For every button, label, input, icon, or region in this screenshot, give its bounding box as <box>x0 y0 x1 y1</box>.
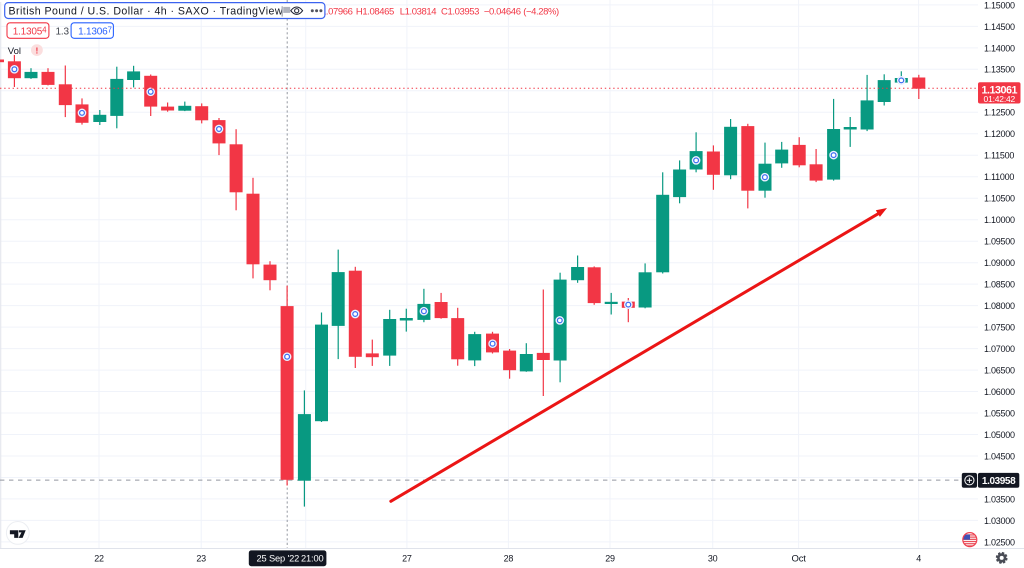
svg-text:21:00: 21:00 <box>301 554 324 564</box>
svg-text:1.05500: 1.05500 <box>984 408 1015 418</box>
svg-text:1.14500: 1.14500 <box>984 22 1015 32</box>
svg-text:23: 23 <box>196 554 206 564</box>
svg-text:1.03000: 1.03000 <box>984 516 1015 526</box>
svg-text:25 Sep '22: 25 Sep '22 <box>257 554 300 564</box>
svg-text:1.03500: 1.03500 <box>984 494 1015 504</box>
svg-text:Oct: Oct <box>792 554 807 565</box>
svg-text:(−4.28%): (−4.28%) <box>523 6 559 17</box>
svg-text:1.07500: 1.07500 <box>984 323 1015 333</box>
svg-text:1.06500: 1.06500 <box>984 366 1015 376</box>
svg-text:1.11000: 1.11000 <box>984 172 1014 182</box>
svg-text:1.10500: 1.10500 <box>984 194 1015 204</box>
svg-text:O1.07966: O1.07966 <box>314 6 353 17</box>
svg-text:22: 22 <box>94 554 104 564</box>
svg-text:1.11500: 1.11500 <box>984 151 1014 161</box>
svg-text:1.13061: 1.13061 <box>982 85 1018 97</box>
svg-text:1.08500: 1.08500 <box>984 280 1015 290</box>
svg-text:01:42:42: 01:42:42 <box>984 94 1016 104</box>
svg-text:1.15000: 1.15000 <box>984 0 1015 10</box>
svg-text:29: 29 <box>605 554 615 564</box>
svg-text:−0.04646: −0.04646 <box>484 6 521 17</box>
svg-text:1.07000: 1.07000 <box>984 344 1015 354</box>
svg-text:Vol: Vol <box>8 46 21 57</box>
svg-text:1.02500: 1.02500 <box>984 537 1015 547</box>
svg-text:27: 27 <box>402 554 412 564</box>
svg-text:4: 4 <box>916 554 921 564</box>
svg-text:1.12000: 1.12000 <box>984 129 1015 139</box>
svg-text:1.12500: 1.12500 <box>984 108 1015 118</box>
svg-text:1.03958: 1.03958 <box>982 476 1016 487</box>
svg-text:1.06000: 1.06000 <box>984 387 1015 397</box>
svg-text:C1.03953: C1.03953 <box>441 6 479 17</box>
svg-text:1.10000: 1.10000 <box>984 215 1015 225</box>
svg-text:1.3: 1.3 <box>56 26 70 37</box>
svg-text:1.13067: 1.13067 <box>78 26 112 38</box>
svg-text:British Pound / U.S. Dollar ·: British Pound / U.S. Dollar · 4h · SAXO … <box>9 5 283 17</box>
svg-text:H1.08465: H1.08465 <box>356 6 394 17</box>
svg-text:28: 28 <box>504 554 514 564</box>
svg-text:1.09000: 1.09000 <box>984 258 1015 268</box>
svg-text:1.04500: 1.04500 <box>984 451 1015 461</box>
svg-text:1.09500: 1.09500 <box>984 237 1015 247</box>
svg-text:1.05000: 1.05000 <box>984 430 1015 440</box>
svg-text:L1.03814: L1.03814 <box>400 6 437 17</box>
svg-text:1.13054: 1.13054 <box>13 26 47 38</box>
svg-text:!: ! <box>35 45 38 55</box>
svg-text:1.13500: 1.13500 <box>984 65 1015 75</box>
svg-text:1.14000: 1.14000 <box>984 43 1015 53</box>
svg-text:1.08000: 1.08000 <box>984 301 1015 311</box>
svg-text:30: 30 <box>708 554 718 564</box>
